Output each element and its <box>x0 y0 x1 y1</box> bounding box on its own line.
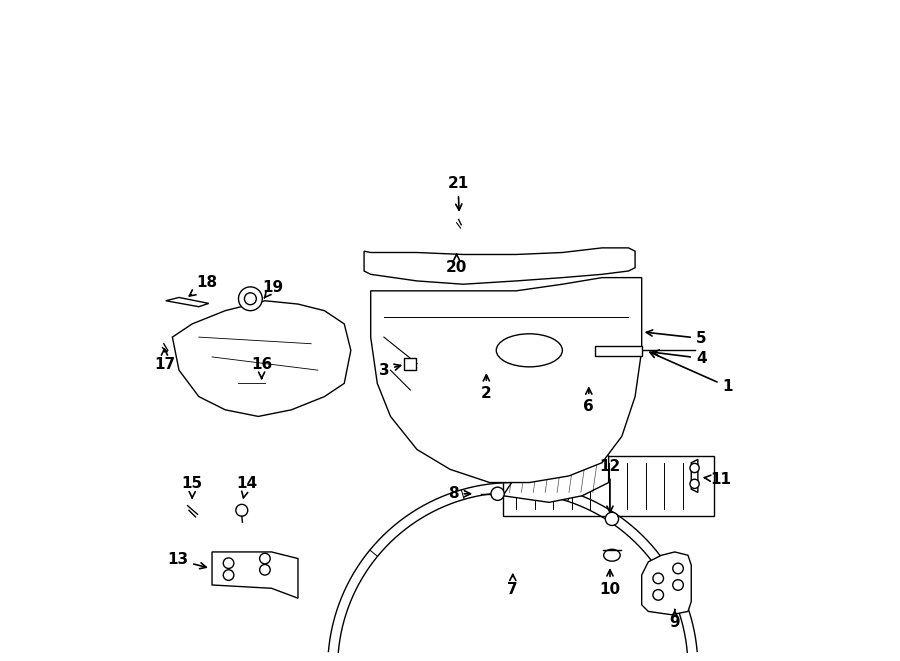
Circle shape <box>236 504 248 516</box>
Text: 2: 2 <box>481 375 491 401</box>
Circle shape <box>259 553 270 564</box>
Ellipse shape <box>496 334 562 367</box>
Polygon shape <box>173 301 351 416</box>
Text: 14: 14 <box>236 477 257 498</box>
FancyBboxPatch shape <box>503 456 715 516</box>
Text: 5: 5 <box>646 330 706 346</box>
Text: 20: 20 <box>446 254 467 275</box>
Polygon shape <box>642 552 691 615</box>
Circle shape <box>690 463 699 473</box>
Text: 4: 4 <box>652 350 706 366</box>
Text: 11: 11 <box>704 472 732 486</box>
Text: 6: 6 <box>583 388 594 414</box>
Polygon shape <box>364 248 635 284</box>
Text: 21: 21 <box>447 176 469 210</box>
Circle shape <box>673 563 683 574</box>
Text: 8: 8 <box>448 486 471 501</box>
Text: 15: 15 <box>182 477 202 498</box>
Polygon shape <box>371 278 642 483</box>
Text: 12: 12 <box>599 459 621 512</box>
Bar <box>596 346 642 356</box>
Text: 13: 13 <box>167 553 206 568</box>
Text: 3: 3 <box>379 363 400 377</box>
Text: 10: 10 <box>599 570 620 597</box>
Text: 18: 18 <box>189 276 217 296</box>
Polygon shape <box>691 459 698 492</box>
Circle shape <box>245 293 256 305</box>
Circle shape <box>690 479 699 488</box>
Circle shape <box>673 580 683 590</box>
Text: 9: 9 <box>670 609 680 630</box>
Polygon shape <box>212 552 298 598</box>
Text: 17: 17 <box>154 349 175 372</box>
Text: 1: 1 <box>650 352 733 394</box>
Polygon shape <box>166 297 209 307</box>
Circle shape <box>606 512 618 525</box>
Circle shape <box>491 487 504 500</box>
Bar <box>404 358 416 370</box>
Polygon shape <box>503 436 608 502</box>
Circle shape <box>652 573 663 584</box>
Text: 7: 7 <box>508 574 518 597</box>
Text: 16: 16 <box>251 358 272 379</box>
Circle shape <box>652 590 663 600</box>
Ellipse shape <box>604 549 620 561</box>
Circle shape <box>259 564 270 575</box>
Text: 19: 19 <box>262 280 284 298</box>
Circle shape <box>223 570 234 580</box>
Circle shape <box>238 287 262 311</box>
Circle shape <box>223 558 234 568</box>
